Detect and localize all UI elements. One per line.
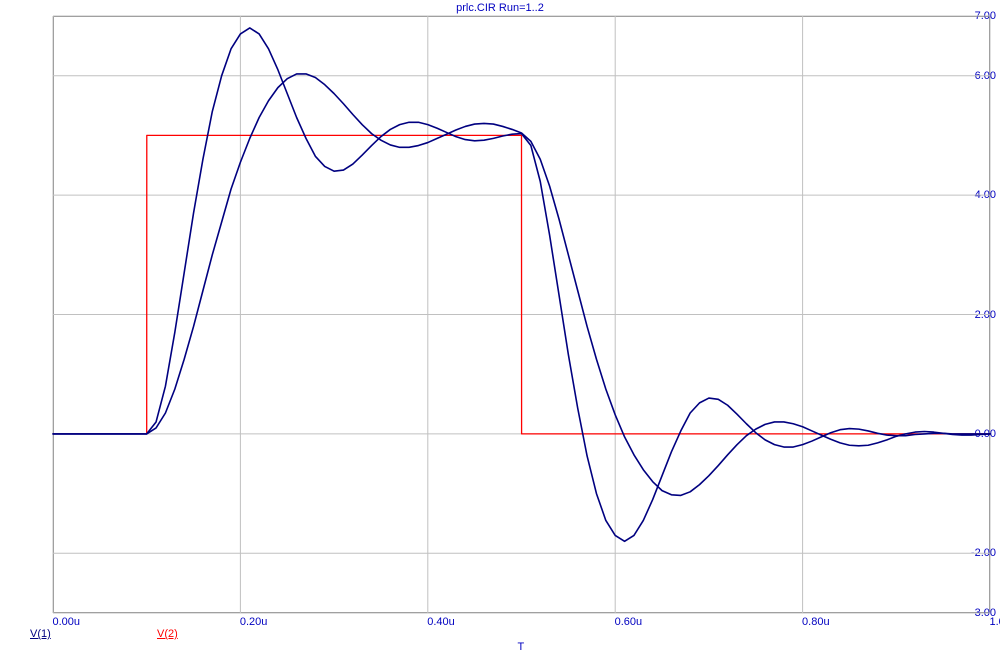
- series-lines: [0, 0, 1000, 657]
- series-V(2): [53, 135, 990, 434]
